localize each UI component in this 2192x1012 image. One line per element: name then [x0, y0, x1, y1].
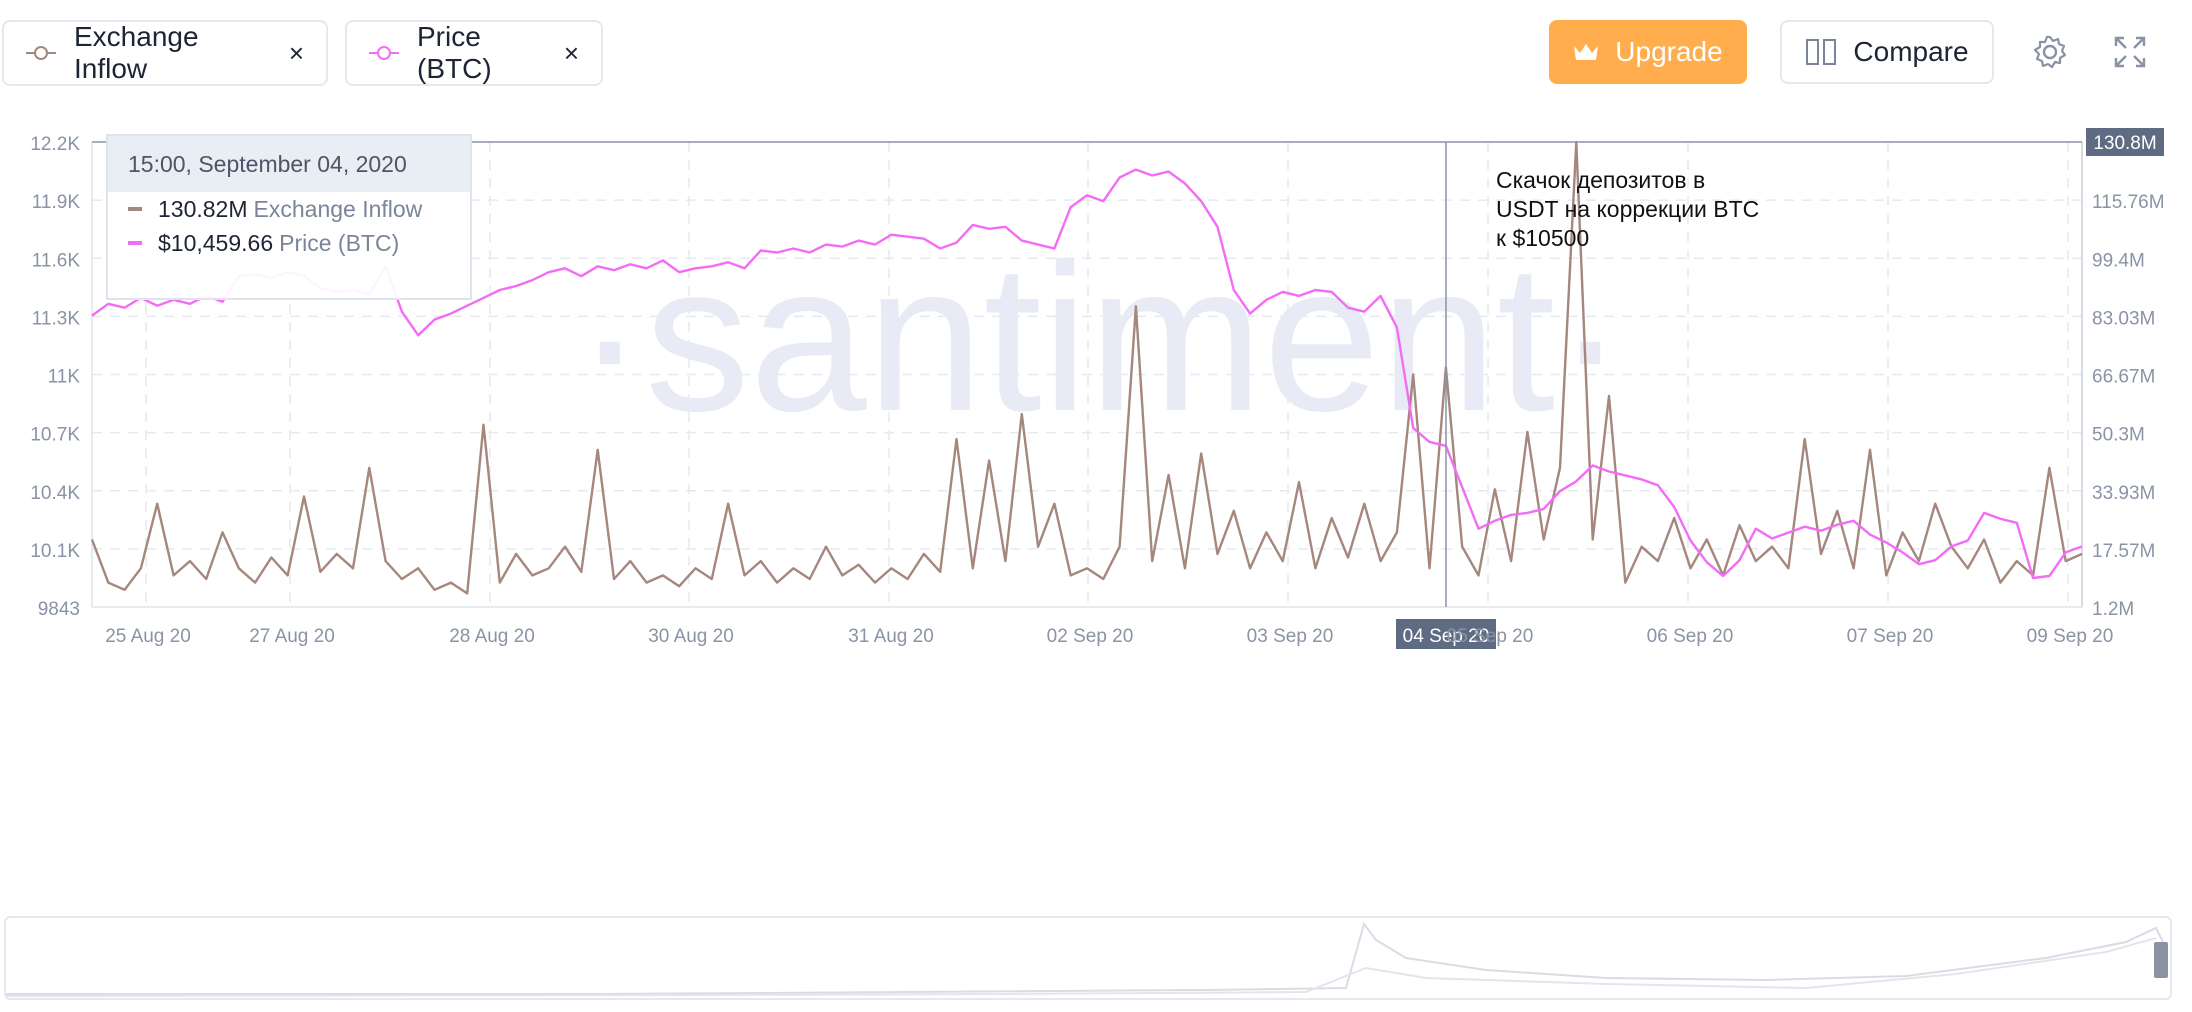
y-right-tick-label: 17.57M [2092, 541, 2155, 562]
y-right-tick-label: 66.67M [2092, 367, 2155, 388]
x-tick-label: 05 Sep 20 [1447, 626, 1534, 647]
x-tick-label: 07 Sep 20 [1847, 626, 1934, 647]
tooltip-value: 130.82M [158, 195, 248, 222]
x-tick-label: 27 Aug 20 [249, 626, 335, 647]
y-left-tick-label: 10.7K [30, 425, 80, 446]
y-axis-right: 130.8M 115.76M 99.4M 83.03M 66.67M 50.3M 33.93… [2086, 128, 2165, 620]
compare-label: Compare [1853, 36, 1969, 67]
y-left-tick-label: 11.9K [32, 192, 81, 213]
y-right-tick-label: 33.93M [2092, 483, 2155, 504]
series-line-price-btc [91, 168, 2083, 580]
expand-icon[interactable] [2108, 30, 2152, 74]
tooltip-row: $10,459.66 Price (BTC) [108, 226, 470, 260]
legend-label: Exchange Inflow [74, 21, 199, 84]
compare-icon [1805, 38, 1837, 66]
y-right-tick-label: 115.76M [2092, 192, 2165, 213]
legend-chip-price-btc[interactable]: Price (BTC) × [345, 20, 603, 86]
tooltip-value: $10,459.66 [158, 229, 274, 256]
y-right-tick-label: 130.8M [2093, 133, 2156, 154]
range-navigator[interactable] [4, 916, 2172, 1000]
series-marker-icon [369, 46, 399, 60]
close-icon[interactable]: × [288, 37, 304, 68]
upgrade-label: Upgrade [1615, 36, 1723, 67]
series-swatch [128, 207, 142, 211]
chart-tooltip: 15:00, September 04, 2020 130.82M Exchan… [106, 134, 472, 300]
y-right-tick-label: 1.2M [2092, 599, 2134, 620]
tooltip-row: 130.82M Exchange Inflow [108, 192, 470, 226]
x-highlight-badge [1396, 619, 1496, 649]
x-tick-label: 02 Sep 20 [1047, 626, 1134, 647]
series-marker-icon [26, 46, 56, 60]
y-left-tick-label: 11K [48, 367, 81, 388]
x-tick-label: 28 Aug 20 [449, 626, 535, 647]
upgrade-button[interactable]: Upgrade [1549, 20, 1747, 84]
x-tick-label: 30 Aug 20 [648, 626, 734, 647]
y-left-tick-label: 12.2K [30, 134, 80, 155]
y-right-tick-label: 99.4M [2092, 250, 2145, 271]
gear-icon[interactable] [2028, 30, 2072, 74]
y-left-tick-label: 11.6K [32, 250, 81, 271]
x-tick-label: 25 Aug 20 [105, 626, 191, 647]
y-axis-left: 12.2K 11.9K 11.6K 11.3K 11K 10.7K 10.4K 10.1K 98… [30, 134, 80, 620]
x-tick-label: 03 Sep 20 [1247, 626, 1334, 647]
y-right-tick-label: 83.03M [2092, 308, 2155, 329]
close-icon[interactable]: × [563, 37, 579, 68]
tooltip-date: 15:00, September 04, 2020 [108, 136, 470, 192]
y-left-tick-label: 11.3K [32, 308, 81, 329]
x-tick-label: 04 Sep 20 [1403, 626, 1490, 647]
y-left-tick-label: 10.1K [30, 541, 80, 562]
series-swatch [128, 241, 142, 245]
x-axis: 25 Aug 20 27 Aug 20 28 Aug 20 30 Aug 20 31 A… [105, 619, 2113, 649]
x-tick-label: 31 Aug 20 [848, 626, 934, 647]
y-left-tick-label: 9843 [38, 599, 80, 620]
tooltip-series-name: Exchange Inflow [253, 195, 423, 222]
chart-annotation: Скачок депозитов в USDT на коррекции BTC… [1496, 167, 1760, 251]
compare-button[interactable]: Compare [1780, 20, 1994, 84]
y-right-tick-label: 50.3M [2092, 425, 2145, 446]
tooltip-series-name: Price (BTC) [279, 229, 400, 256]
y-left-tick-label: 10.4K [30, 483, 80, 504]
crown-icon [1573, 42, 1599, 62]
series-path [91, 168, 2083, 580]
chart-area[interactable]: ·santiment· 12.2K 11.9K 11.6K 11.3K 11K 10.7K… [0, 120, 2192, 900]
legend-label: Price (BTC) [417, 21, 492, 84]
legend-chip-exchange-inflow[interactable]: Exchange Inflow × [2, 20, 328, 86]
series-line-exchange-inflow [90, 140, 2083, 595]
navigator-handle [2154, 942, 2168, 978]
x-tick-label: 06 Sep 20 [1647, 626, 1734, 647]
watermark: ·santiment· [575, 220, 1625, 455]
x-tick-label: 09 Sep 20 [2027, 626, 2114, 647]
series-path [90, 140, 2083, 595]
y-right-highlight-badge [2086, 128, 2164, 156]
